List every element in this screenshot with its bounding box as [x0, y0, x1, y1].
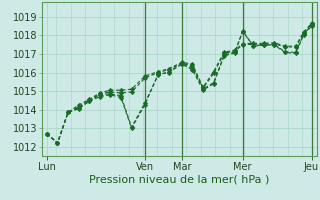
- X-axis label: Pression niveau de la mer( hPa ): Pression niveau de la mer( hPa ): [89, 174, 269, 184]
